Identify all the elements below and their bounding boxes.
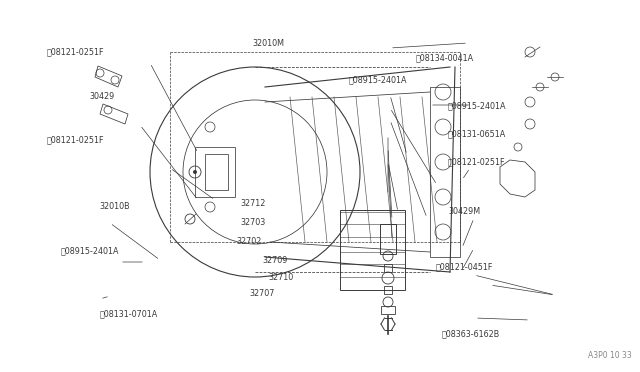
Text: A3P0 10 33: A3P0 10 33 (588, 351, 632, 360)
Text: Ⓑ08131-0651A: Ⓑ08131-0651A (448, 129, 506, 138)
Text: Ⓜ08915-2401A: Ⓜ08915-2401A (61, 247, 119, 256)
Text: Ⓜ08915-2401A: Ⓜ08915-2401A (448, 102, 506, 110)
Text: Ⓑ08121-0451F: Ⓑ08121-0451F (435, 263, 493, 272)
Text: 32010M: 32010M (253, 39, 285, 48)
Text: Ⓜ08915-2401A: Ⓜ08915-2401A (349, 76, 407, 84)
Text: 32702: 32702 (237, 237, 262, 246)
Text: 32710: 32710 (269, 273, 294, 282)
Bar (430, 87, 460, 257)
Text: 32707: 32707 (250, 289, 275, 298)
Text: Ⓑ08121-0251F: Ⓑ08121-0251F (47, 135, 104, 144)
Circle shape (193, 170, 197, 174)
Bar (381, 306, 395, 314)
Text: Ⓑ08134-0041A: Ⓑ08134-0041A (416, 53, 474, 62)
Bar (384, 264, 392, 272)
Text: 32010B: 32010B (99, 202, 130, 211)
Text: 30429M: 30429M (448, 207, 480, 216)
Text: Ⓑ08121-0251F: Ⓑ08121-0251F (448, 157, 506, 166)
Text: Ⓢ08363-6162B: Ⓢ08363-6162B (442, 330, 500, 339)
Text: 32709: 32709 (262, 256, 288, 265)
Bar (380, 224, 396, 254)
Bar (384, 286, 392, 294)
Text: Ⓑ08131-0701A: Ⓑ08131-0701A (99, 310, 157, 319)
Text: 30429: 30429 (90, 92, 115, 101)
Text: 32712: 32712 (240, 199, 266, 208)
Text: 32703: 32703 (240, 218, 265, 227)
Bar (340, 210, 405, 290)
Text: Ⓑ08121-0251F: Ⓑ08121-0251F (47, 48, 104, 57)
